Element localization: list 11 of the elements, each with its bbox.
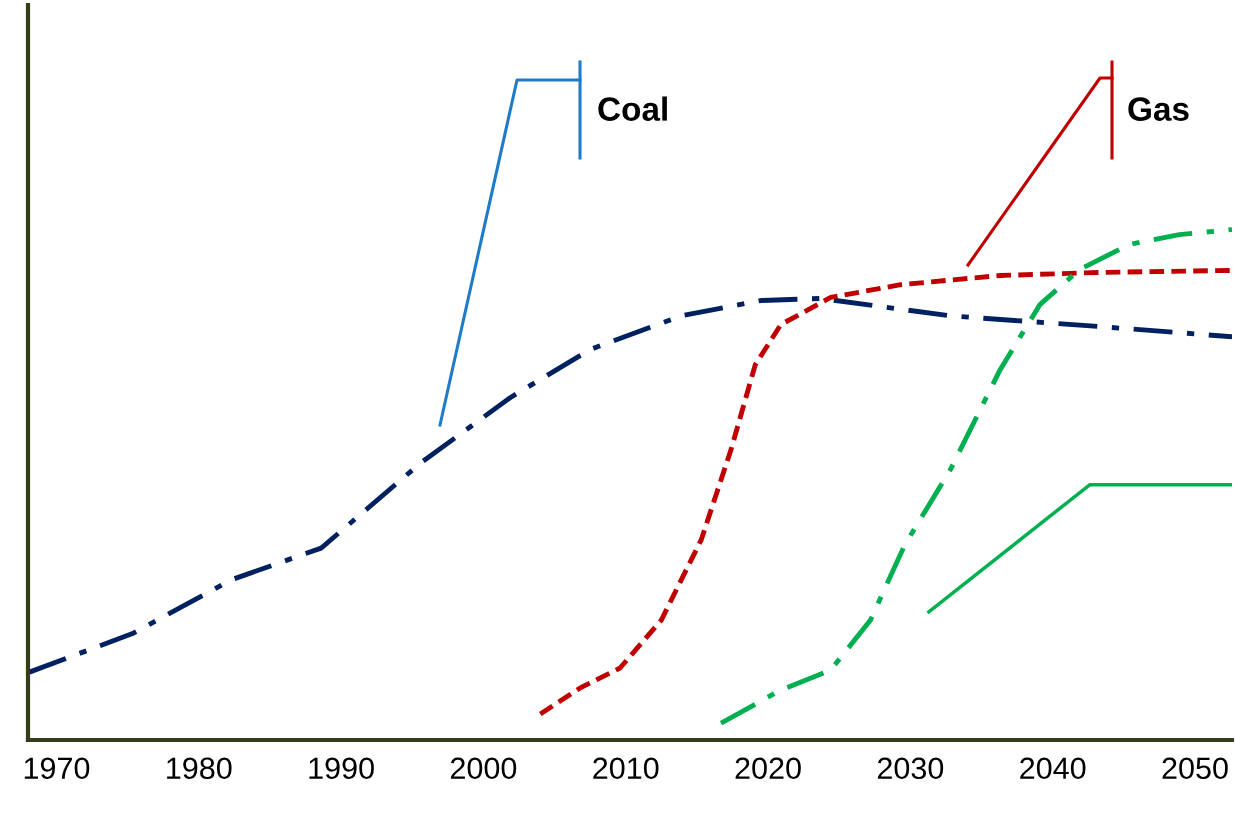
x-tick-label: 2000 [450,757,517,780]
text: Gas [1128,97,1189,121]
x-tick-label: 1980 [167,757,232,780]
x-tick-label: 1970 [24,757,90,780]
x-tick-label: 2010 [593,757,659,780]
x-tick-label: 2050 [1162,757,1228,780]
x-tick-label: 2030 [877,757,944,780]
x-tick-label: 2040 [1020,757,1086,780]
x-tick-label: 2020 [735,757,801,780]
x-tick-label: 1990 [309,757,374,780]
text: Coal [598,96,667,121]
